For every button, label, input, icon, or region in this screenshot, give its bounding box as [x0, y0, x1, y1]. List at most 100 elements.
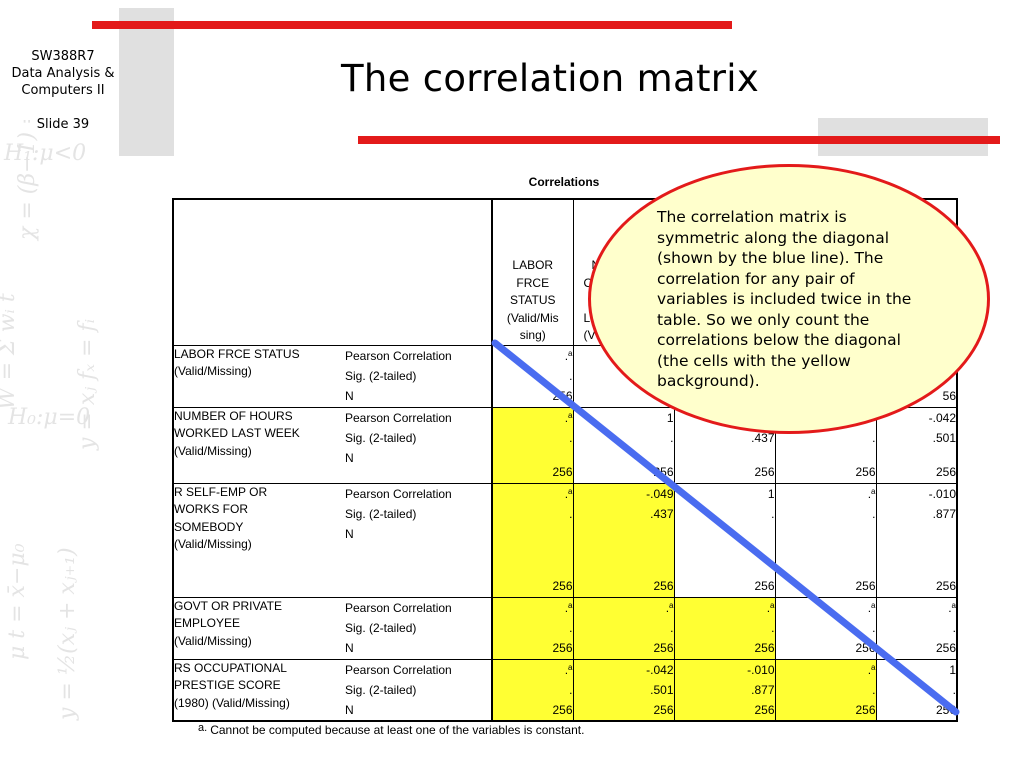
svg-text:H₁:μ<0: H₁:μ<0	[3, 141, 86, 166]
cell-sig: .	[569, 620, 573, 635]
cell-sig: .	[569, 682, 573, 697]
stat-label: Sig. (2-tailed)	[345, 368, 417, 383]
course-code: SW388R7	[31, 49, 95, 64]
corner-cell	[172, 198, 345, 346]
stat-label: N	[345, 450, 354, 465]
cell-n: 256	[653, 640, 674, 655]
cell-r: .a	[564, 600, 573, 615]
stat-label: Pearson Correlation	[345, 348, 452, 363]
correlation-cell: .a. 256	[572, 596, 675, 660]
cell-r: -.049	[646, 486, 674, 501]
cell-sig: .501	[932, 430, 956, 445]
cell-sig: .	[771, 506, 775, 521]
table-row: R SELF-EMP OR WORKS FOR SOMEBODY (Valid/Mis…	[172, 482, 958, 598]
row-label: GOVT OR PRIVATE EMPLOYEE (Valid/Missing)	[172, 596, 345, 660]
stat-label: Pearson Correlation	[345, 662, 452, 677]
cell-r: .a	[867, 662, 876, 677]
row-label: NUMBER OF HOURS WORKED LAST WEEK (Valid/Mi…	[172, 406, 345, 484]
correlation-cell: 1. 256	[875, 658, 958, 722]
stat-label: N	[345, 526, 354, 541]
cell-n: 256	[754, 702, 775, 717]
stat-label: N	[345, 388, 354, 403]
stat-label: N	[345, 702, 354, 717]
row-label-line: WORKS FOR	[174, 502, 248, 516]
cell-r: .a	[766, 600, 775, 615]
correlation-cell: .a. 256	[491, 658, 574, 722]
decor-red-bar-top	[92, 21, 732, 29]
correlation-cell: 1. 256	[673, 482, 776, 598]
cell-n: 256	[935, 702, 956, 717]
table-footnote: a. Cannot be computed because at least on…	[198, 722, 584, 737]
cell-n: 256	[754, 640, 775, 655]
course-name-line1: Data Analysis &	[11, 66, 115, 81]
cell-n: 256	[552, 702, 573, 717]
cell-r: .a	[948, 600, 956, 615]
cell-sig: .	[872, 506, 876, 521]
correlation-cell: .a. 256	[774, 482, 877, 598]
stat-label: Sig. (2-tailed)	[345, 682, 417, 697]
footnote-mark: a.	[198, 722, 208, 734]
cell-r: .a	[564, 662, 573, 677]
stat-label: N	[345, 640, 354, 655]
cell-r: -.042	[646, 662, 674, 677]
correlation-cell: .a. 256	[491, 406, 574, 484]
cell-sig: .	[952, 620, 956, 635]
cell-n: 256	[653, 464, 674, 479]
slide-number: Slide 39	[36, 117, 90, 132]
cell-r: .a	[564, 348, 573, 363]
cell-sig: .	[569, 368, 573, 383]
cell-r: .a	[867, 486, 876, 501]
correlation-cell: -.042 .501 256	[572, 658, 675, 722]
cell-r: 1	[666, 410, 674, 425]
stat-label: Sig. (2-tailed)	[345, 620, 417, 635]
row-label-line: WORKED LAST WEEK	[174, 426, 300, 440]
row-label: R SELF-EMP OR WORKS FOR SOMEBODY (Valid/Mis…	[172, 482, 345, 598]
row-label-line: (Valid/Missing)	[174, 364, 252, 378]
correlation-cell: -.049 .437 256	[572, 482, 675, 598]
table-row: GOVT OR PRIVATE EMPLOYEE (Valid/Missing) Pe…	[172, 596, 958, 660]
cell-sig: .501	[650, 682, 674, 697]
cell-n: 256	[935, 578, 956, 593]
decor-gray-block-left	[119, 8, 174, 156]
course-name-line2: Computers II	[21, 83, 105, 98]
column-header-labor-force: LABOR FRCE STATUS (Valid/Mis sing)	[491, 198, 574, 346]
correlation-cell: .a. 256	[774, 658, 877, 722]
cell-n: 256	[653, 578, 674, 593]
row-label-line: SOMEBODY	[174, 519, 244, 534]
svg-text:H₀:μ=0: H₀:μ=0	[7, 405, 90, 430]
cell-sig: .	[569, 506, 573, 521]
svg-text:y = xⱼ fₓ = fᵢ: y = xⱼ fₓ = fᵢ	[75, 319, 100, 451]
callout-text: The correlation matrix is symmetric alon…	[657, 208, 912, 390]
cell-n: 256	[653, 702, 674, 717]
cell-n: 256	[855, 578, 876, 593]
row-label-line: (Valid/Missing)	[174, 443, 252, 458]
cell-sig: .	[670, 430, 674, 445]
correlation-cell: .a. 256	[491, 482, 574, 598]
stat-labels: Pearson Correlation Sig. (2-tailed) N	[345, 482, 493, 598]
row-label-line: RS OCCUPATIONAL	[174, 660, 287, 675]
cell-n: 256	[552, 578, 573, 593]
cell-r: .a	[665, 600, 674, 615]
svg-text:W = Σ wᵢ t: W = Σ wᵢ t	[0, 293, 20, 410]
cell-n: 256	[855, 640, 876, 655]
stat-label: Pearson Correlation	[345, 600, 452, 615]
cell-sig: .877	[932, 506, 956, 521]
cell-sig: .	[872, 620, 876, 635]
correlation-cell: .a. 256	[875, 596, 958, 660]
table-row: RS OCCUPATIONAL PRESTIGE SCORE (1980) (Val…	[172, 658, 958, 722]
cell-n: 256	[754, 464, 775, 479]
correlation-cell: .a. 256	[491, 596, 574, 660]
stat-labels: Pearson Correlation Sig. (2-tailed) N	[345, 406, 493, 484]
row-label-line: PRESTIGE SCORE	[174, 678, 281, 692]
row-label-line: LABOR FRCE STATUS	[174, 346, 300, 361]
row-label-line: (1980) (Valid/Missing)	[174, 695, 290, 710]
footnote-text: Cannot be computed because at least one …	[210, 723, 585, 737]
cell-sig: .	[569, 430, 573, 445]
cell-sig: .	[952, 682, 956, 697]
cell-n: 256	[855, 464, 876, 479]
stat-labels: Pearson Correlation Sig. (2-tailed) N	[345, 596, 493, 660]
slide-title: The correlation matrix	[340, 57, 760, 100]
cell-n: 256	[935, 464, 956, 479]
row-label: RS OCCUPATIONAL PRESTIGE SCORE (1980) (Val…	[172, 658, 345, 722]
stat-label: Pearson Correlation	[345, 486, 452, 501]
